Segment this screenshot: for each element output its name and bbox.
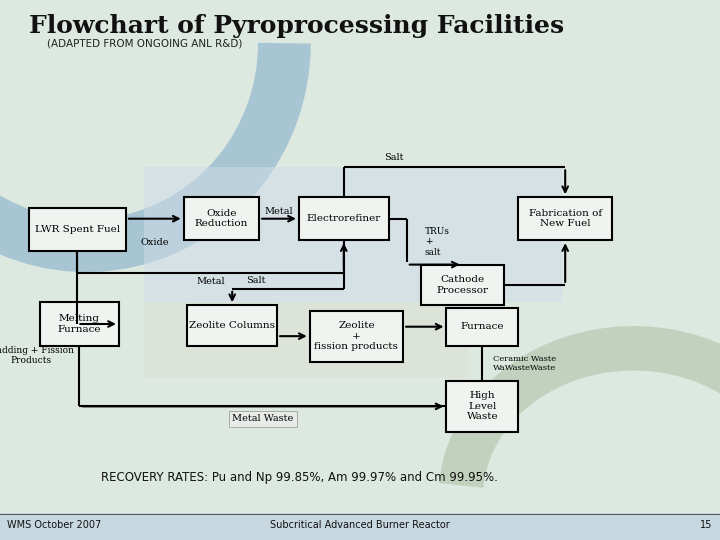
Text: Metal Waste: Metal Waste xyxy=(232,415,294,423)
FancyBboxPatch shape xyxy=(446,308,518,346)
FancyBboxPatch shape xyxy=(40,302,119,346)
FancyBboxPatch shape xyxy=(144,302,468,378)
Text: Zeolite
+
fission products: Zeolite + fission products xyxy=(315,321,398,351)
FancyBboxPatch shape xyxy=(144,167,562,302)
FancyBboxPatch shape xyxy=(446,381,518,432)
Text: Metal: Metal xyxy=(197,277,225,286)
Text: WMS October 2007: WMS October 2007 xyxy=(7,520,102,530)
Text: Ceramic Waste
WaWasteWaste: Ceramic Waste WaWasteWaste xyxy=(493,355,557,372)
Text: Oxide: Oxide xyxy=(140,238,169,247)
Text: Salt: Salt xyxy=(384,153,404,162)
FancyBboxPatch shape xyxy=(184,197,259,240)
FancyBboxPatch shape xyxy=(518,197,612,240)
Text: Subcritical Advanced Burner Reactor: Subcritical Advanced Burner Reactor xyxy=(270,520,450,530)
Text: TRUs
+
salt: TRUs + salt xyxy=(425,227,450,256)
Text: Melting
Furnace: Melting Furnace xyxy=(58,314,101,334)
FancyBboxPatch shape xyxy=(29,208,126,251)
Text: Salt: Salt xyxy=(246,275,266,285)
Text: 15: 15 xyxy=(701,520,713,530)
Text: RECOVERY RATES: Pu and Np 99.85%, Am 99.97% and Cm 99.95%.: RECOVERY RATES: Pu and Np 99.85%, Am 99.… xyxy=(101,471,498,484)
FancyBboxPatch shape xyxy=(299,197,389,240)
Text: (ADAPTED FROM ONGOING ANL R&D): (ADAPTED FROM ONGOING ANL R&D) xyxy=(47,39,242,49)
Text: Oxide
Reduction: Oxide Reduction xyxy=(194,209,248,228)
Text: Flowchart of Pyroprocessing Facilities: Flowchart of Pyroprocessing Facilities xyxy=(29,14,564,37)
Text: Electrorefiner: Electrorefiner xyxy=(307,214,381,223)
Text: Zeolite Columns: Zeolite Columns xyxy=(189,321,275,330)
FancyBboxPatch shape xyxy=(0,0,720,513)
Text: Fabrication of
New Fuel: Fabrication of New Fuel xyxy=(528,209,602,228)
Text: Cladding + Fission
Products: Cladding + Fission Products xyxy=(0,346,74,365)
Text: High
Level
Waste: High Level Waste xyxy=(467,392,498,421)
FancyBboxPatch shape xyxy=(187,305,277,346)
FancyBboxPatch shape xyxy=(421,265,504,305)
FancyBboxPatch shape xyxy=(310,310,403,362)
Text: Furnace: Furnace xyxy=(461,322,504,331)
Text: LWR Spent Fuel: LWR Spent Fuel xyxy=(35,225,120,234)
Text: Cathode
Processor: Cathode Processor xyxy=(436,275,489,294)
Text: Metal: Metal xyxy=(265,207,293,216)
